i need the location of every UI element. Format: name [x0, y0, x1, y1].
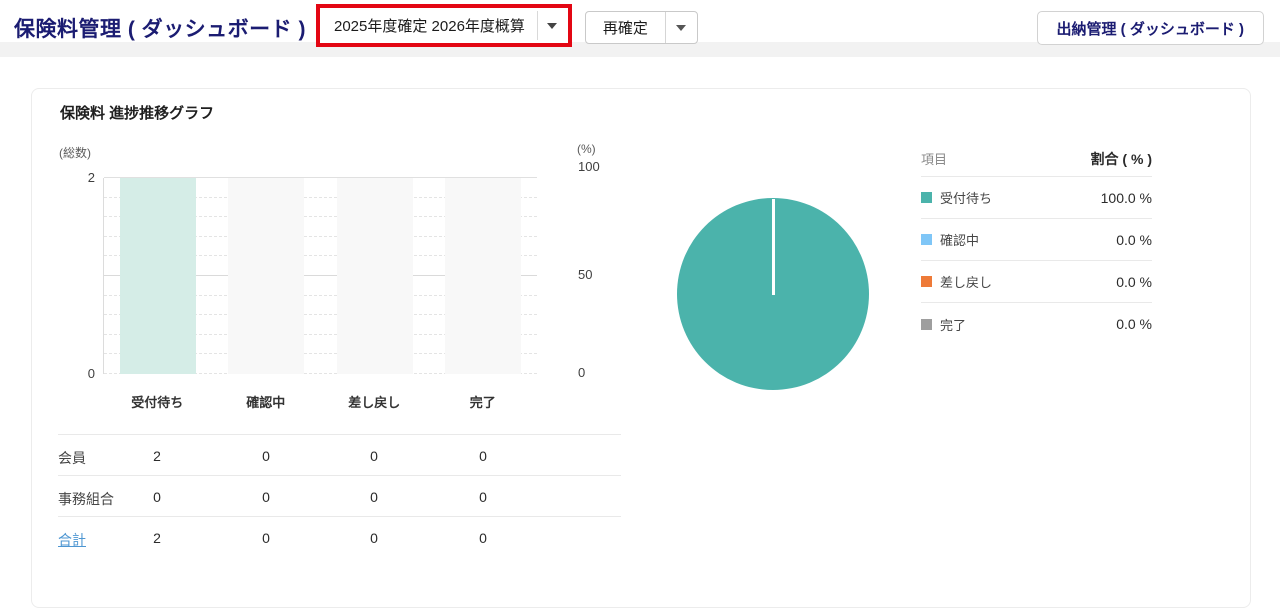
category-label: 受付待ち — [131, 395, 184, 410]
right-axis-tick: 100 — [578, 159, 600, 174]
column-band — [336, 178, 413, 374]
cell-value: 2 — [153, 530, 161, 546]
category-labels: 受付待ち 確認中 差し戻し 完了 — [103, 392, 537, 411]
cell-value: 0 — [479, 448, 487, 464]
legend-label: 受付待ち — [940, 191, 993, 206]
table-row: 合計 2 0 0 0 — [58, 516, 621, 557]
category-label: 差し戻し — [348, 395, 401, 410]
legend-row: 確認中 0.0 % — [921, 219, 1152, 261]
cell-value: 0 — [370, 489, 378, 505]
pie-slice-divider — [772, 199, 775, 295]
gridline — [104, 235, 537, 237]
gridline — [104, 314, 537, 316]
right-axis-tick: 50 — [578, 267, 593, 282]
swatch-returned-icon — [921, 276, 932, 287]
table-row: 事務組合 0 0 0 0 — [58, 475, 621, 516]
cell-value: 0 — [479, 530, 487, 546]
gridline — [104, 353, 537, 355]
gridline — [104, 177, 537, 178]
annotation-highlight: 2025年度確定 2026年度概算 — [316, 4, 572, 47]
chevron-down-icon — [547, 22, 558, 29]
chart-title: 保険料 進捗推移グラフ — [60, 105, 215, 122]
gridline — [104, 333, 537, 335]
left-axis-tick: 0 — [87, 366, 95, 381]
gridline — [104, 216, 537, 218]
progress-chart-card: 保険料 進捗推移グラフ (総数) (%) 2 0 100 50 0 受付待ち 確認… — [31, 88, 1251, 608]
divider — [536, 11, 538, 40]
gridline — [104, 255, 537, 257]
legend-label: 確認中 — [940, 233, 980, 248]
bar-plot — [103, 177, 537, 374]
table-row: 会員 2 0 0 0 — [58, 434, 621, 475]
category-label: 完了 — [469, 395, 496, 410]
legend-header: 項目 割合 ( % ) — [921, 141, 1152, 177]
cell-value: 2 — [153, 448, 161, 464]
cell-value: 0 — [262, 448, 270, 464]
legend-percent: 0.0 % — [1116, 316, 1152, 332]
page-title: 保険料管理 ( ダッシュボード ) — [14, 18, 306, 41]
reconfirm-menu-arrow[interactable] — [666, 12, 697, 43]
cell-value: 0 — [262, 489, 270, 505]
reconfirm-split-button[interactable]: 再確定 — [584, 11, 698, 44]
row-label-members: 会員 — [58, 450, 86, 466]
swatch-confirming-icon — [921, 234, 932, 245]
cashier-dashboard-button[interactable]: 出納管理 ( ダッシュボード ) — [1036, 11, 1264, 45]
cell-value: 0 — [370, 530, 378, 546]
chevron-down-icon — [676, 24, 687, 31]
left-axis-label: (総数) — [59, 146, 91, 160]
right-axis-label: (%) — [577, 142, 596, 156]
gridline — [104, 196, 537, 198]
cell-value: 0 — [262, 530, 270, 546]
legend-row: 完了 0.0 % — [921, 303, 1152, 345]
fiscal-year-select-arrow[interactable] — [538, 9, 567, 42]
legend-header-ratio: 割合 ( % ) — [1090, 150, 1152, 167]
legend-label: 差し戻し — [940, 275, 993, 290]
cell-value: 0 — [153, 489, 161, 505]
right-axis-tick: 0 — [578, 365, 586, 380]
bar-column-1 — [212, 178, 320, 374]
legend-label: 完了 — [940, 317, 967, 333]
legend-percent: 0.0 % — [1116, 231, 1152, 248]
row-label-total-link[interactable]: 合計 — [58, 532, 86, 548]
pie-legend: 項目 割合 ( % ) 受付待ち 100.0 % 確認中 0.0 % 差し戻し … — [921, 141, 1152, 345]
swatch-received-icon — [921, 192, 932, 203]
fiscal-year-select-value: 2025年度確定 2026年度概算 — [334, 18, 525, 35]
legend-header-item: 項目 — [921, 152, 948, 167]
column-band — [444, 178, 521, 374]
gridline — [104, 294, 537, 296]
bar-column-2 — [321, 178, 429, 374]
top-bar: 保険料管理 ( ダッシュボード ) 2025年度確定 2026年度概算 再確定 … — [0, 0, 1280, 47]
legend-row: 受付待ち 100.0 % — [921, 177, 1152, 219]
swatch-completed-icon — [921, 318, 932, 330]
category-label: 確認中 — [246, 395, 286, 410]
left-axis-tick: 2 — [87, 170, 95, 185]
cell-value: 0 — [370, 448, 378, 464]
bar-column-0 — [104, 178, 212, 374]
gridline — [104, 275, 537, 276]
legend-percent: 100.0 % — [1100, 189, 1152, 206]
reconfirm-button[interactable]: 再確定 — [602, 20, 648, 37]
divider — [664, 12, 666, 43]
bar-column-3 — [429, 178, 537, 374]
legend-percent: 0.0 % — [1116, 273, 1152, 290]
fiscal-year-select[interactable]: 2025年度確定 2026年度概算 — [320, 8, 568, 43]
row-label-office-union: 事務組合 — [58, 491, 114, 507]
cell-value: 0 — [479, 489, 487, 505]
legend-row: 差し戻し 0.0 % — [921, 261, 1152, 303]
column-band — [228, 178, 305, 374]
bar-0 — [120, 178, 196, 374]
gridline — [104, 373, 537, 374]
